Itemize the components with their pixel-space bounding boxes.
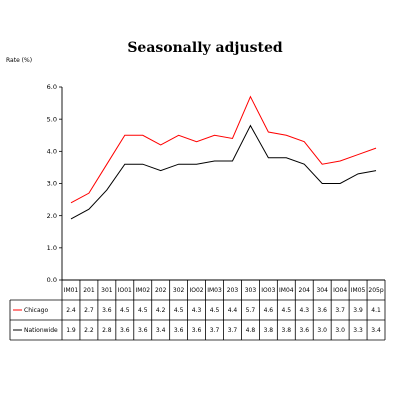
data-label: 1.9 bbox=[66, 327, 76, 334]
x-tick-label: IM03 bbox=[207, 287, 222, 294]
y-tick-label: 4.0 bbox=[47, 148, 57, 156]
data-label: 3.4 bbox=[156, 327, 166, 334]
x-tick-label: 301 bbox=[101, 287, 113, 294]
chart-title: Seasonally adjusted bbox=[127, 40, 283, 56]
data-label: 2.4 bbox=[66, 307, 76, 314]
data-label: 3.6 bbox=[317, 307, 327, 314]
data-label: 3.6 bbox=[192, 327, 202, 334]
y-tick-label: 5.0 bbox=[47, 115, 57, 123]
data-label: 3.7 bbox=[335, 307, 345, 314]
x-tick-label: IO03 bbox=[261, 287, 275, 294]
x-tick-label: 302 bbox=[173, 287, 185, 294]
x-tick-label: IM05 bbox=[351, 287, 366, 294]
x-tick-label: 201 bbox=[83, 287, 95, 294]
data-label: 4.2 bbox=[156, 307, 166, 314]
data-label: 4.5 bbox=[138, 307, 148, 314]
data-label: 2.7 bbox=[84, 307, 94, 314]
data-label: 3.7 bbox=[210, 327, 220, 334]
data-label: 4.8 bbox=[246, 327, 256, 334]
data-label: 4.6 bbox=[264, 307, 274, 314]
series-line-nationwide bbox=[70, 124, 377, 220]
data-label: 4.4 bbox=[228, 307, 238, 314]
y-tick-label: 1.0 bbox=[47, 244, 57, 252]
data-label: 3.6 bbox=[120, 327, 130, 334]
data-table: IM01 201 301 IO01 IM02 202 302 IO02 IM03 203 303 IO… bbox=[9, 279, 386, 341]
x-tick-label: 304 bbox=[316, 287, 328, 294]
series-lines bbox=[70, 95, 377, 220]
data-label: 4.3 bbox=[299, 307, 309, 314]
data-label: 4.1 bbox=[371, 307, 381, 314]
x-tick-label: IO01 bbox=[118, 287, 132, 294]
x-tick-label: IO02 bbox=[190, 287, 204, 294]
x-tick-label: 205p bbox=[368, 287, 383, 294]
data-label: 3.8 bbox=[282, 327, 292, 334]
data-label: 3.6 bbox=[102, 307, 112, 314]
x-tick-label: IO04 bbox=[333, 287, 347, 294]
data-label: 2.8 bbox=[102, 327, 112, 334]
x-tick-label: 303 bbox=[245, 287, 257, 294]
series-line-chicago bbox=[70, 95, 377, 204]
data-label: 4.5 bbox=[120, 307, 130, 314]
data-label: 2.2 bbox=[84, 327, 94, 334]
y-tick-label: 0.0 bbox=[47, 276, 57, 284]
y-axis: 0.0 1.0 2.0 3.0 4.0 5.0 6.0 bbox=[47, 83, 62, 284]
x-tick-label: 204 bbox=[299, 287, 311, 294]
data-label: 3.3 bbox=[353, 327, 363, 334]
x-tick-label: IM02 bbox=[135, 287, 150, 294]
x-tick-label: 203 bbox=[227, 287, 239, 294]
data-label: 3.6 bbox=[138, 327, 148, 334]
data-label: 3.6 bbox=[299, 327, 309, 334]
data-label: 4.5 bbox=[282, 307, 292, 314]
x-tick-label: IM04 bbox=[279, 287, 294, 294]
data-label: 4.5 bbox=[174, 307, 184, 314]
data-label: 3.0 bbox=[335, 327, 345, 334]
data-label: 3.0 bbox=[317, 327, 327, 334]
y-axis-label: Rate (%) bbox=[6, 57, 32, 64]
data-label: 3.4 bbox=[371, 327, 381, 334]
data-label: 4.5 bbox=[210, 307, 220, 314]
data-label: 4.3 bbox=[192, 307, 202, 314]
y-tick-label: 3.0 bbox=[47, 180, 57, 188]
data-label: 3.8 bbox=[264, 327, 274, 334]
data-label: 3.9 bbox=[353, 307, 363, 314]
data-label: 5.7 bbox=[246, 307, 256, 314]
legend-label: Nationwide bbox=[24, 327, 58, 334]
y-tick-label: 2.0 bbox=[47, 212, 57, 220]
legend-label: Chicago bbox=[24, 307, 48, 314]
y-tick-label: 6.0 bbox=[47, 83, 57, 91]
data-label: 3.6 bbox=[174, 327, 184, 334]
x-tick-label: 202 bbox=[155, 287, 167, 294]
x-tick-label: IM01 bbox=[64, 287, 79, 294]
data-label: 3.7 bbox=[228, 327, 238, 334]
